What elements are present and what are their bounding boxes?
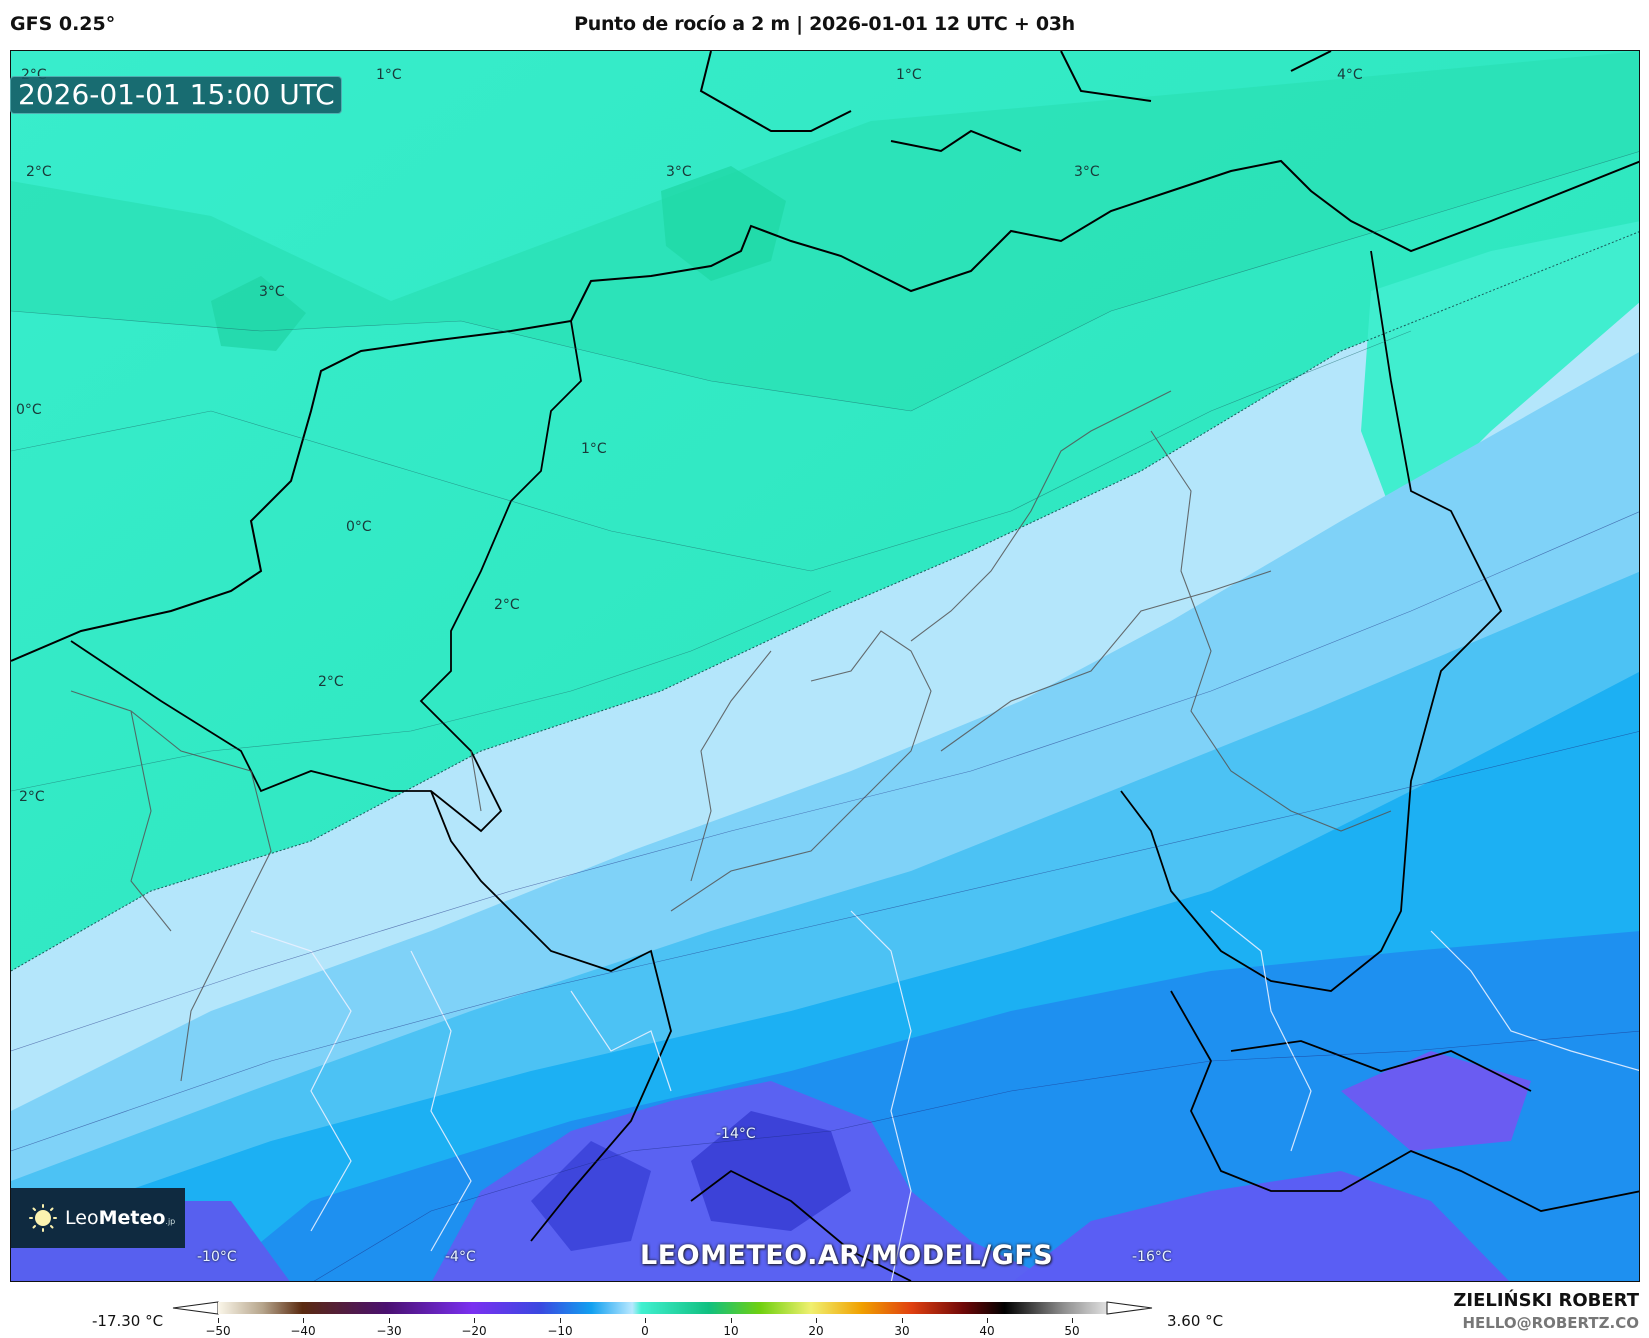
colorbar: -17.30 °C xyxy=(0,1296,1649,1338)
logo-text: LeoMeteo.jp xyxy=(65,1207,175,1229)
logo-brand-bold: Meteo xyxy=(98,1207,166,1229)
contour-label: 3°C xyxy=(259,284,285,300)
colorbar-tick: −30 xyxy=(376,1324,402,1338)
model-label: GFS 0.25° xyxy=(10,13,116,35)
author-email: HELLO@ROBERTZ.CO xyxy=(1462,1314,1639,1332)
author-credit: ZIELIŃSKI ROBERT xyxy=(1453,1290,1639,1311)
colorbar-tick: 50 xyxy=(1064,1324,1080,1338)
contour-label: 3°C xyxy=(1074,164,1100,180)
site-watermark: LEOMETEO.AR/MODEL/GFS xyxy=(640,1240,1054,1271)
sun-icon xyxy=(29,1204,57,1232)
contour-label: 3°C xyxy=(666,164,692,180)
colorbar-tick: 30 xyxy=(894,1324,910,1338)
colorbar-max-value: 3.60 °C xyxy=(1167,1312,1224,1330)
colorbar-tick: 20 xyxy=(808,1324,824,1338)
contour-label: 4°C xyxy=(1337,67,1363,83)
contour-label: -4°C xyxy=(445,1249,476,1265)
contour-label: -14°C xyxy=(716,1126,756,1142)
contour-label: 1°C xyxy=(896,67,922,83)
logo-brand-light: Leo xyxy=(65,1207,99,1229)
contour-label: 2°C xyxy=(19,789,45,805)
contour-label: -10°C xyxy=(197,1249,237,1265)
contour-label: 0°C xyxy=(16,402,42,418)
contour-label: 2°C xyxy=(318,674,344,690)
colorbar-min-value: -17.30 °C xyxy=(92,1312,164,1330)
contour-label: 1°C xyxy=(376,67,402,83)
colorbar-tick: −10 xyxy=(547,1324,573,1338)
colorbar-tick: −40 xyxy=(290,1324,316,1338)
colorbar-gradient xyxy=(172,1301,1153,1315)
colorbar-tick: −20 xyxy=(461,1324,487,1338)
valid-time-badge: 2026-01-01 15:00 UTC xyxy=(10,76,342,114)
logo-suffix: .jp xyxy=(165,1217,176,1226)
contour-label: 2°C xyxy=(26,164,52,180)
contour-label: -16°C xyxy=(1132,1249,1172,1265)
colorbar-tick: 0 xyxy=(641,1324,649,1338)
contour-label: 0°C xyxy=(346,519,372,535)
colorbar-tick: 10 xyxy=(723,1324,739,1338)
contour-label: 2°C xyxy=(494,597,520,613)
map-field xyxy=(11,51,1639,1281)
colorbar-tick: −50 xyxy=(205,1324,231,1338)
colorbar-tick: 40 xyxy=(979,1324,995,1338)
leometeo-logo: LeoMeteo.jp xyxy=(11,1188,185,1248)
chart-title: Punto de rocío a 2 m | 2026-01-01 12 UTC… xyxy=(574,13,1075,35)
contour-label: 1°C xyxy=(581,441,607,457)
dewpoint-map[interactable]: 2°C 1°C 1°C 4°C 2°C 3°C 3°C 3°C 0°C 1°C … xyxy=(10,50,1640,1282)
